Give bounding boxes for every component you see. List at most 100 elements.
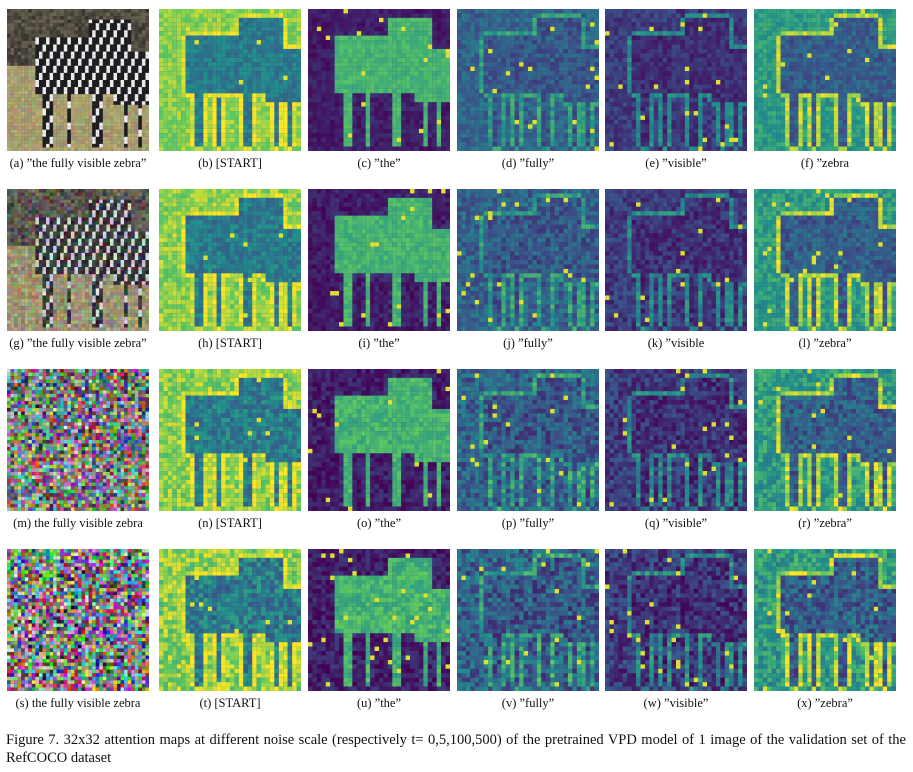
input-image-panel (7, 549, 149, 691)
figure-cell: (g) ”the fully visible zebra” (5, 180, 151, 356)
subfigure-caption: (w) ”visible” (597, 696, 755, 711)
attention-map-panel (605, 369, 747, 511)
attention-map-panel (457, 9, 599, 151)
figure-cell: (s) the fully visible zebra (5, 540, 151, 716)
figure-cell: (a) ”the fully visible zebra” (5, 0, 151, 176)
figure-cell: (k) ”visible (603, 180, 749, 356)
subfigure-caption: (i) ”the” (300, 336, 458, 351)
figure-cell: (x) ”zebra” (752, 540, 898, 716)
input-image-panel (7, 189, 149, 331)
subfigure-caption: (k) ”visible (597, 336, 755, 351)
attention-map-panel (457, 189, 599, 331)
figure-cell: (t) [START] (157, 540, 303, 716)
subfigure-caption: (a) ”the fully visible zebra” (0, 156, 157, 171)
attention-map-panel (308, 369, 450, 511)
attention-map-panel (159, 369, 301, 511)
subfigure-caption: (e) ”visible” (597, 156, 755, 171)
attention-map-panel (457, 369, 599, 511)
attention-map (605, 189, 747, 331)
attention-map (308, 369, 450, 511)
attention-map-panel (457, 549, 599, 691)
attention-map-panel (308, 189, 450, 331)
attention-map (605, 369, 747, 511)
subfigure-caption: (h) [START] (151, 336, 309, 351)
attention-map (754, 9, 896, 151)
attention-map (457, 9, 599, 151)
figure-cell: (e) ”visible” (603, 0, 749, 176)
attention-map (159, 369, 301, 511)
attention-map (159, 189, 301, 331)
zebra-photo (7, 549, 149, 691)
attention-map (605, 9, 747, 151)
subfigure-caption: (l) ”zebra” (746, 336, 904, 351)
figure-row-t500: (s) the fully visible zebra (t) [START] … (0, 540, 913, 716)
attention-map-panel (605, 9, 747, 151)
attention-map-panel (308, 549, 450, 691)
figure-cell: (o) ”the” (306, 360, 452, 536)
figure-cell: (j) ”fully” (455, 180, 601, 356)
attention-map (159, 549, 301, 691)
subfigure-caption: (x) ”zebra” (746, 696, 904, 711)
zebra-photo (7, 369, 149, 511)
attention-map (308, 9, 450, 151)
subfigure-caption: (j) ”fully” (449, 336, 607, 351)
figure-cell: (r) ”zebra” (752, 360, 898, 536)
subfigure-caption: (d) ”fully” (449, 156, 607, 171)
attention-map (457, 549, 599, 691)
attention-map-panel (605, 549, 747, 691)
figure-cell: (b) [START] (157, 0, 303, 176)
figure-cell: (l) ”zebra” (752, 180, 898, 356)
figure-grid: (a) ”the fully visible zebra” (b) [START… (0, 0, 913, 716)
subfigure-caption: (u) ”the” (300, 696, 458, 711)
subfigure-caption: (f) ”zebra (746, 156, 904, 171)
attention-map-panel (605, 189, 747, 331)
figure-row-t5: (g) ”the fully visible zebra” (h) [START… (0, 180, 913, 356)
figure-cell: (w) ”visible” (603, 540, 749, 716)
subfigure-caption: (s) the fully visible zebra (0, 696, 157, 711)
attention-map (605, 549, 747, 691)
attention-map (308, 549, 450, 691)
subfigure-caption: (b) [START] (151, 156, 309, 171)
figure-caption: Figure 7. 32x32 attention maps at differ… (6, 731, 906, 767)
figure-cell: (i) ”the” (306, 180, 452, 356)
subfigure-caption: (o) ”the” (300, 516, 458, 531)
figure-cell: (m) the fully visible zebra (5, 360, 151, 536)
attention-map-panel (754, 369, 896, 511)
subfigure-caption: (v) ”fully” (449, 696, 607, 711)
subfigure-caption: (q) ”visible” (597, 516, 755, 531)
attention-map (308, 189, 450, 331)
attention-map-panel (754, 9, 896, 151)
figure-cell: (h) [START] (157, 180, 303, 356)
subfigure-caption: (c) ”the” (300, 156, 458, 171)
subfigure-caption: (p) ”fully” (449, 516, 607, 531)
attention-map (754, 189, 896, 331)
figure-cell: (p) ”fully” (455, 360, 601, 536)
input-image-panel (7, 9, 149, 151)
figure-row-t100: (m) the fully visible zebra (n) [START] … (0, 360, 913, 536)
figure-cell: (u) ”the” (306, 540, 452, 716)
subfigure-caption: (r) ”zebra” (746, 516, 904, 531)
subfigure-caption: (n) [START] (151, 516, 309, 531)
attention-map (457, 189, 599, 331)
subfigure-caption: (m) the fully visible zebra (0, 516, 157, 531)
attention-map-panel (159, 189, 301, 331)
figure-row-t0: (a) ”the fully visible zebra” (b) [START… (0, 0, 913, 176)
figure-cell: (v) ”fully” (455, 540, 601, 716)
attention-map (754, 369, 896, 511)
attention-map-panel (754, 189, 896, 331)
attention-map-panel (159, 549, 301, 691)
subfigure-caption: (g) ”the fully visible zebra” (0, 336, 157, 351)
figure-cell: (c) ”the” (306, 0, 452, 176)
attention-map-panel (159, 9, 301, 151)
attention-map (159, 9, 301, 151)
attention-map (457, 369, 599, 511)
figure-cell: (f) ”zebra (752, 0, 898, 176)
figure-cell: (n) [START] (157, 360, 303, 536)
zebra-photo (7, 189, 149, 331)
figure-cell: (d) ”fully” (455, 0, 601, 176)
attention-map-panel (754, 549, 896, 691)
input-image-panel (7, 369, 149, 511)
zebra-photo (7, 9, 149, 151)
subfigure-caption: (t) [START] (151, 696, 309, 711)
attention-map (754, 549, 896, 691)
